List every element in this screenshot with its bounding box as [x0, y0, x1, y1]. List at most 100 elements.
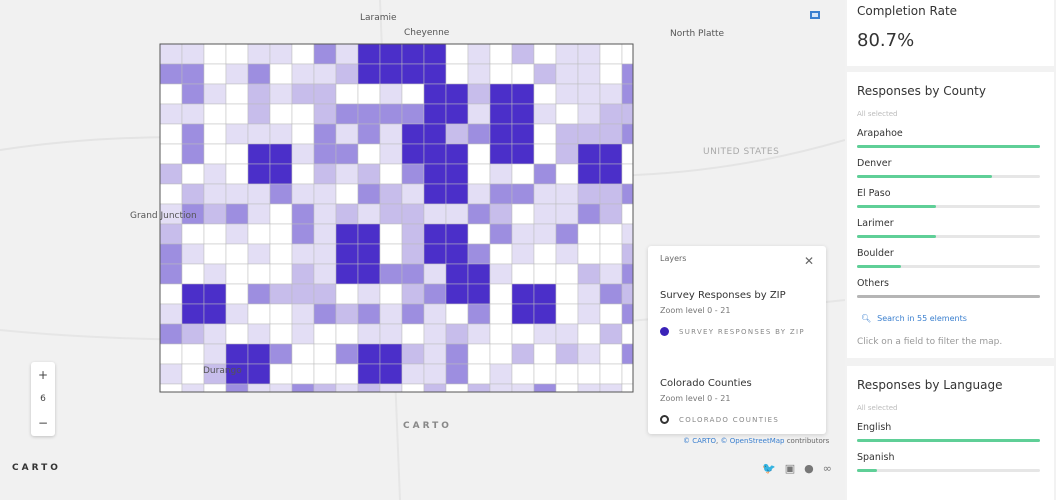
zip-area[interactable]: [357, 43, 381, 65]
zip-area[interactable]: [423, 163, 447, 185]
zip-area[interactable]: [225, 203, 249, 225]
zip-area[interactable]: [335, 283, 359, 305]
zip-area[interactable]: [225, 263, 249, 285]
zip-area[interactable]: [247, 263, 271, 285]
zip-area[interactable]: [577, 83, 601, 105]
zip-area[interactable]: [159, 103, 183, 125]
zip-area[interactable]: [489, 143, 513, 165]
zip-area[interactable]: [533, 343, 557, 365]
zip-area[interactable]: [313, 363, 337, 385]
zip-area[interactable]: [335, 203, 359, 225]
zip-area[interactable]: [181, 283, 205, 305]
zip-area[interactable]: [423, 263, 447, 285]
zip-area[interactable]: [511, 43, 535, 65]
zip-area[interactable]: [577, 243, 601, 265]
zip-area[interactable]: [511, 223, 535, 245]
zip-area[interactable]: [599, 323, 623, 345]
zip-area[interactable]: [269, 263, 293, 285]
zip-area[interactable]: [599, 163, 623, 185]
zip-area[interactable]: [621, 283, 634, 305]
zip-area[interactable]: [335, 143, 359, 165]
zip-area[interactable]: [181, 383, 205, 393]
zip-area[interactable]: [555, 103, 579, 125]
zip-area[interactable]: [335, 343, 359, 365]
category-row[interactable]: Others: [857, 278, 1044, 298]
zip-area[interactable]: [489, 343, 513, 365]
zip-area[interactable]: [269, 83, 293, 105]
zip-area[interactable]: [533, 263, 557, 285]
carto-link[interactable]: © CARTO: [683, 437, 717, 445]
zip-area[interactable]: [621, 263, 634, 285]
zip-area[interactable]: [313, 183, 337, 205]
zip-area[interactable]: [269, 303, 293, 325]
zip-area[interactable]: [247, 223, 271, 245]
zip-area[interactable]: [621, 303, 634, 325]
zip-area[interactable]: [357, 183, 381, 205]
zip-area[interactable]: [489, 363, 513, 385]
zip-area[interactable]: [621, 163, 634, 185]
zip-area[interactable]: [379, 243, 403, 265]
zip-area[interactable]: [225, 283, 249, 305]
colorado-choropleth[interactable]: [0, 0, 845, 500]
zip-area[interactable]: [225, 43, 249, 65]
link-icon[interactable]: ∞: [822, 462, 832, 475]
zip-area[interactable]: [467, 303, 491, 325]
zip-area[interactable]: [467, 343, 491, 365]
zip-area[interactable]: [247, 383, 271, 393]
zip-area[interactable]: [599, 203, 623, 225]
zip-area[interactable]: [401, 363, 425, 385]
zip-area[interactable]: [313, 63, 337, 85]
zip-area[interactable]: [181, 43, 205, 65]
zip-area[interactable]: [181, 323, 205, 345]
zip-area[interactable]: [621, 243, 634, 265]
zip-area[interactable]: [577, 303, 601, 325]
zip-area[interactable]: [423, 223, 447, 245]
zip-area[interactable]: [555, 323, 579, 345]
zip-area[interactable]: [489, 243, 513, 265]
zip-area[interactable]: [379, 103, 403, 125]
zip-area[interactable]: [159, 363, 183, 385]
zip-area[interactable]: [203, 243, 227, 265]
zip-area[interactable]: [423, 103, 447, 125]
zip-area[interactable]: [203, 83, 227, 105]
zip-area[interactable]: [379, 343, 403, 365]
zip-area[interactable]: [313, 143, 337, 165]
zip-area[interactable]: [247, 103, 271, 125]
zip-area[interactable]: [467, 163, 491, 185]
zip-area[interactable]: [291, 43, 315, 65]
zip-area[interactable]: [533, 323, 557, 345]
zip-area[interactable]: [621, 383, 634, 393]
osm-link[interactable]: © OpenStreetMap: [720, 437, 785, 445]
zip-area[interactable]: [401, 263, 425, 285]
zip-area[interactable]: [379, 283, 403, 305]
zip-area[interactable]: [533, 223, 557, 245]
zip-area[interactable]: [313, 203, 337, 225]
close-icon[interactable]: ✕: [803, 254, 814, 268]
zip-area[interactable]: [467, 83, 491, 105]
zip-area[interactable]: [489, 283, 513, 305]
zip-area[interactable]: [181, 343, 205, 365]
zip-area[interactable]: [203, 263, 227, 285]
zip-area[interactable]: [621, 343, 634, 365]
zip-area[interactable]: [313, 303, 337, 325]
zip-area[interactable]: [159, 283, 183, 305]
zip-area[interactable]: [269, 103, 293, 125]
zip-area[interactable]: [225, 223, 249, 245]
zip-area[interactable]: [489, 103, 513, 125]
zip-area[interactable]: [577, 63, 601, 85]
zip-area[interactable]: [159, 143, 183, 165]
zip-area[interactable]: [181, 143, 205, 165]
zip-area[interactable]: [247, 43, 271, 65]
zip-area[interactable]: [291, 223, 315, 245]
zip-area[interactable]: [357, 263, 381, 285]
zip-area[interactable]: [357, 343, 381, 365]
zip-area[interactable]: [555, 203, 579, 225]
zip-area[interactable]: [467, 243, 491, 265]
zip-area[interactable]: [533, 203, 557, 225]
zoom-out-button[interactable]: −: [37, 416, 49, 430]
zip-area[interactable]: [555, 363, 579, 385]
zip-area[interactable]: [599, 63, 623, 85]
zip-area[interactable]: [159, 123, 183, 145]
category-row[interactable]: Boulder: [857, 248, 1044, 268]
zip-area[interactable]: [489, 43, 513, 65]
